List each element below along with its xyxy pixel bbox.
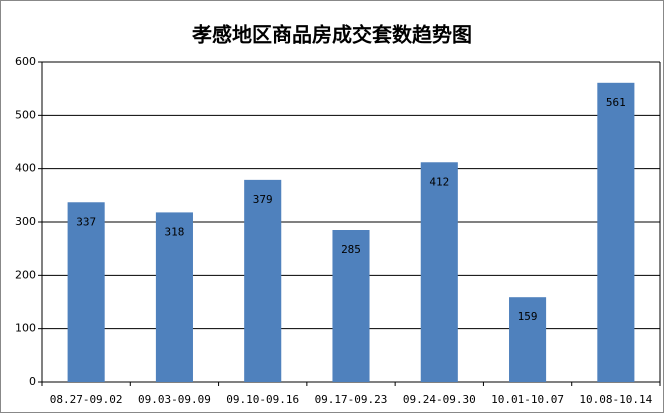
y-tick-label: 500 bbox=[15, 108, 36, 121]
y-tick-label: 300 bbox=[15, 215, 36, 228]
value-label: 318 bbox=[164, 225, 184, 238]
bar bbox=[67, 202, 105, 382]
bar bbox=[244, 179, 282, 382]
value-label: 337 bbox=[76, 215, 96, 228]
value-label: 561 bbox=[606, 96, 626, 109]
x-tick-label: 09.03-09.09 bbox=[138, 393, 211, 406]
x-tick-label: 09.24-09.30 bbox=[403, 393, 476, 406]
bar bbox=[509, 297, 547, 382]
bar bbox=[155, 212, 193, 382]
x-tick-label: 10.08-10.14 bbox=[579, 393, 652, 406]
y-tick-label: 400 bbox=[15, 162, 36, 175]
y-tick-label: 200 bbox=[15, 268, 36, 281]
x-tick-label: 09.10-09.16 bbox=[226, 393, 299, 406]
bar bbox=[332, 230, 370, 382]
chart-title: 孝感地区商品房成交套数趋势图 bbox=[191, 23, 472, 47]
y-tick-label: 100 bbox=[15, 322, 36, 335]
y-tick-label: 600 bbox=[15, 55, 36, 68]
x-tick-label: 08.27-09.02 bbox=[50, 393, 123, 406]
x-tick-label: 10.01-10.07 bbox=[491, 393, 564, 406]
value-label: 412 bbox=[429, 175, 449, 188]
value-label: 379 bbox=[253, 193, 273, 206]
y-tick-label: 0 bbox=[29, 375, 36, 388]
x-tick-label: 09.17-09.23 bbox=[315, 393, 388, 406]
value-label: 159 bbox=[518, 310, 538, 323]
bar bbox=[597, 82, 635, 383]
value-label: 285 bbox=[341, 243, 361, 256]
bar bbox=[420, 162, 458, 382]
